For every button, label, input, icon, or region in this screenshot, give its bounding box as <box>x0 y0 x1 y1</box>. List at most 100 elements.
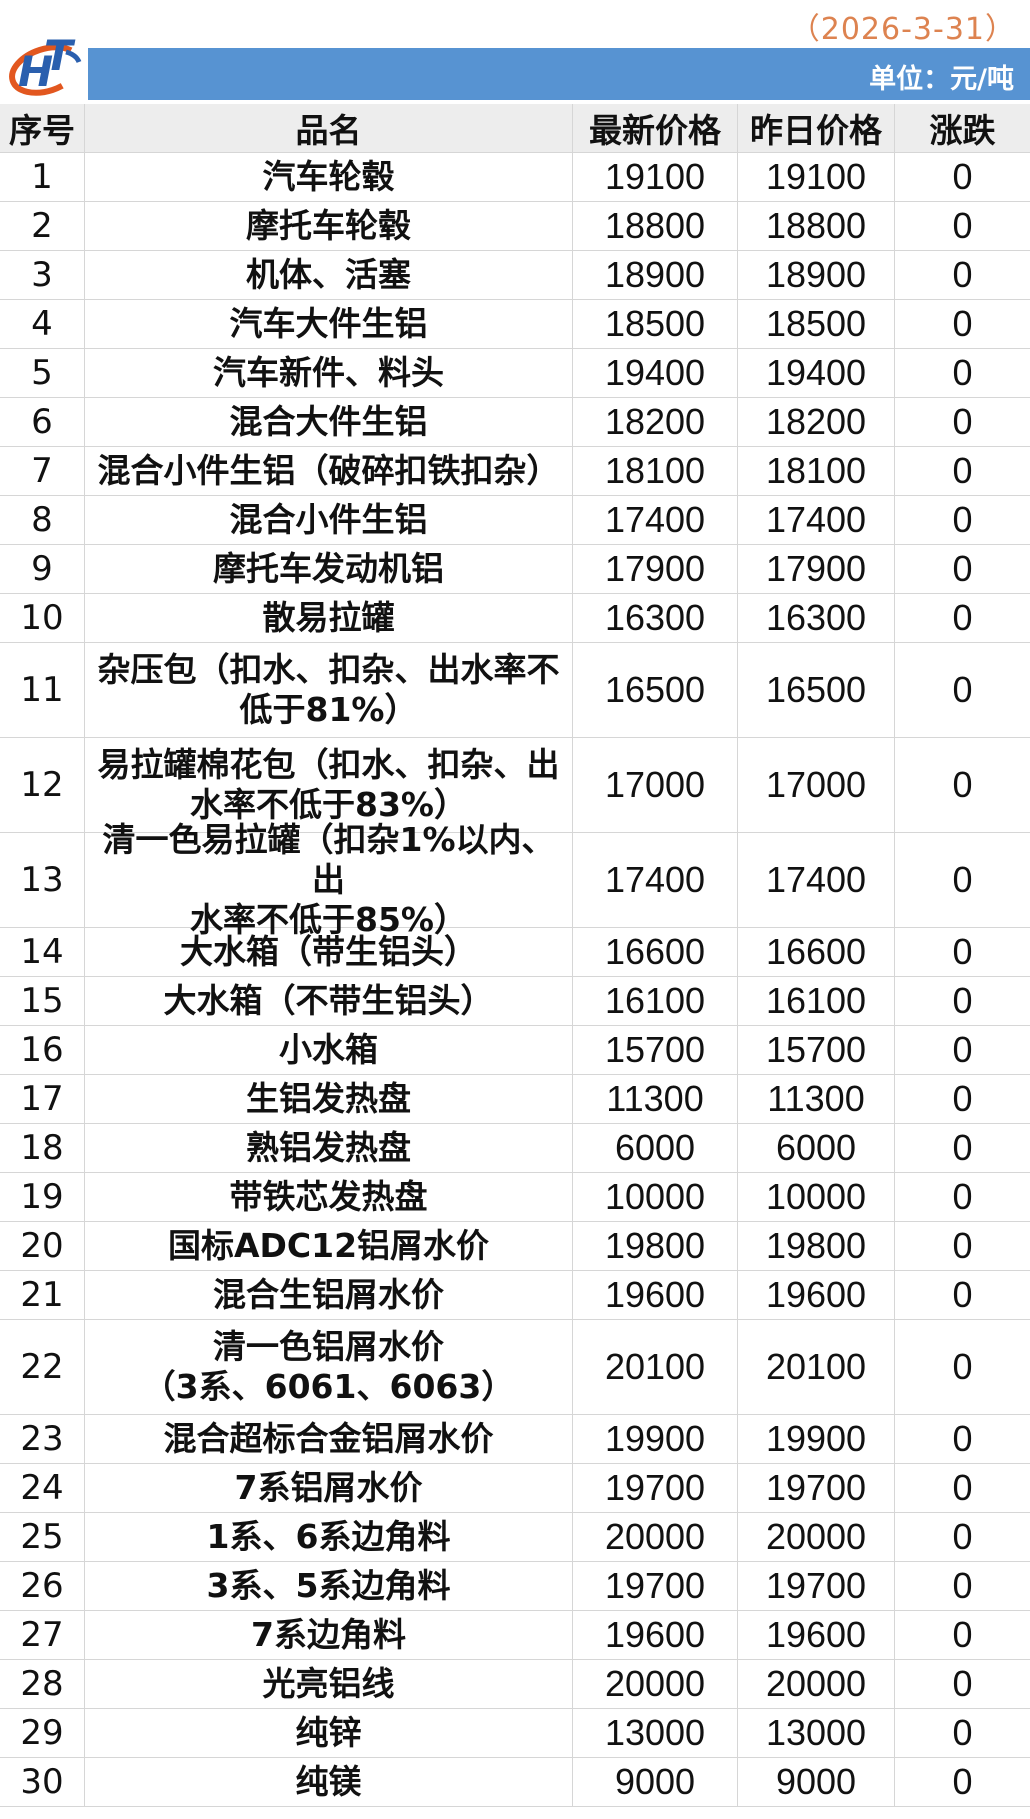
price-change: 0 <box>894 1758 1030 1806</box>
table-row: 3 机体、活塞 18900 18900 0 <box>0 251 1030 300</box>
table-row: 21 混合生铝屑水价 19600 19600 0 <box>0 1271 1030 1320</box>
price-change: 0 <box>894 1271 1030 1319</box>
price-change: 0 <box>894 1660 1030 1708</box>
latest-price: 18200 <box>572 398 737 446</box>
table-row: 16 小水箱 15700 15700 0 <box>0 1026 1030 1075</box>
table-row: 11 杂压包（扣水、扣杂、出水率不 低于81%） 16500 16500 0 <box>0 643 1030 738</box>
price-change: 0 <box>894 447 1030 495</box>
product-name: 机体、活塞 <box>84 251 572 299</box>
row-serial: 29 <box>20 1713 64 1753</box>
date-label: （2026-3-31） <box>789 12 1016 47</box>
latest-price: 19600 <box>572 1271 737 1319</box>
price-change: 0 <box>894 496 1030 544</box>
product-name: 散易拉罐 <box>84 594 572 642</box>
product-name: 汽车轮毂 <box>84 153 572 201</box>
row-serial: 10 <box>20 598 64 638</box>
table-row: 8 混合小件生铝 17400 17400 0 <box>0 496 1030 545</box>
table-row: 13 清一色易拉罐（扣杂1%以内、出 水率不低于85%） 17400 17400… <box>0 820 1030 939</box>
latest-price: 19700 <box>572 1464 737 1512</box>
row-serial: 27 <box>20 1615 64 1655</box>
unit-label: 单位：元/吨 <box>869 64 1014 95</box>
product-name: 大水箱（不带生铝头） <box>84 977 572 1025</box>
yesterday-price: 18200 <box>737 398 894 446</box>
latest-price: 18900 <box>572 251 737 299</box>
price-change: 0 <box>894 1075 1030 1123</box>
row-serial: 1 <box>31 157 53 197</box>
row-serial: 25 <box>20 1517 64 1557</box>
price-change: 0 <box>894 977 1030 1025</box>
table-row: 4 汽车大件生铝 18500 18500 0 <box>0 300 1030 349</box>
price-change: 0 <box>894 545 1030 593</box>
row-serial: 12 <box>20 765 64 805</box>
table-row: 14 大水箱（带生铝头） 16600 16600 0 <box>0 928 1030 977</box>
price-change: 0 <box>894 833 1030 927</box>
product-name: 小水箱 <box>84 1026 572 1074</box>
yesterday-price: 18800 <box>737 202 894 250</box>
yesterday-price: 17900 <box>737 545 894 593</box>
row-serial: 8 <box>31 500 53 540</box>
row-serial: 23 <box>20 1419 64 1459</box>
table-header-row: 序号 品名 最新价格 昨日价格 涨跌 <box>0 104 1030 153</box>
latest-price: 18800 <box>572 202 737 250</box>
product-name: 清一色易拉罐（扣杂1%以内、出 水率不低于85%） <box>84 820 572 939</box>
yesterday-price: 17400 <box>737 833 894 927</box>
table-row: 22 清一色铝屑水价 （3系、6061、6063） 20100 20100 0 <box>0 1320 1030 1415</box>
table-row: 7 混合小件生铝（破碎扣铁扣杂） 18100 18100 0 <box>0 447 1030 496</box>
product-name: 易拉罐棉花包（扣水、扣杂、出 水率不低于83%） <box>84 738 572 832</box>
table-row: 5 汽车新件、料头 19400 19400 0 <box>0 349 1030 398</box>
row-serial: 18 <box>20 1128 64 1168</box>
product-name: 大水箱（带生铝头） <box>84 928 572 976</box>
table-row: 1 汽车轮毂 19100 19100 0 <box>0 153 1030 202</box>
product-name: 摩托车发动机铝 <box>84 545 572 593</box>
row-serial: 13 <box>20 860 64 900</box>
yesterday-price: 19600 <box>737 1271 894 1319</box>
row-serial: 26 <box>20 1566 64 1606</box>
row-serial: 28 <box>20 1664 64 1704</box>
price-change: 0 <box>894 1026 1030 1074</box>
row-serial: 20 <box>20 1226 64 1266</box>
table-row: 19 带铁芯发热盘 10000 10000 0 <box>0 1173 1030 1222</box>
price-change: 0 <box>894 1464 1030 1512</box>
row-serial: 30 <box>20 1762 64 1802</box>
product-name: 3系、5系边角料 <box>84 1562 572 1610</box>
latest-price: 19700 <box>572 1562 737 1610</box>
row-serial: 19 <box>20 1177 64 1217</box>
table-row: 20 国标ADC12铝屑水价 19800 19800 0 <box>0 1222 1030 1271</box>
price-change: 0 <box>894 1320 1030 1414</box>
row-serial: 9 <box>31 549 53 589</box>
yesterday-price: 10000 <box>737 1173 894 1221</box>
yesterday-price: 19700 <box>737 1562 894 1610</box>
latest-price: 6000 <box>572 1124 737 1172</box>
col-header-yesterday: 昨日价格 <box>737 104 894 152</box>
yesterday-price: 13000 <box>737 1709 894 1757</box>
latest-price: 20000 <box>572 1660 737 1708</box>
yesterday-price: 19900 <box>737 1415 894 1463</box>
price-change: 0 <box>894 349 1030 397</box>
latest-price: 19400 <box>572 349 737 397</box>
yesterday-price: 19800 <box>737 1222 894 1270</box>
banner-blue-bar <box>88 48 1030 100</box>
yesterday-price: 20100 <box>737 1320 894 1414</box>
table-row: 2 摩托车轮毂 18800 18800 0 <box>0 202 1030 251</box>
yesterday-price: 16300 <box>737 594 894 642</box>
latest-price: 20100 <box>572 1320 737 1414</box>
price-change: 0 <box>894 738 1030 832</box>
price-change: 0 <box>894 1562 1030 1610</box>
table-row: 15 大水箱（不带生铝头） 16100 16100 0 <box>0 977 1030 1026</box>
latest-price: 11300 <box>572 1075 737 1123</box>
product-name: 混合超标合金铝屑水价 <box>84 1415 572 1463</box>
latest-price: 16500 <box>572 643 737 737</box>
product-name: 混合大件生铝 <box>84 398 572 446</box>
table-body: 1 汽车轮毂 19100 19100 0 2 摩托车轮毂 18800 18800… <box>0 153 1030 1807</box>
yesterday-price: 17400 <box>737 496 894 544</box>
yesterday-price: 9000 <box>737 1758 894 1806</box>
price-change: 0 <box>894 1709 1030 1757</box>
row-serial: 11 <box>20 670 64 710</box>
table-row: 10 散易拉罐 16300 16300 0 <box>0 594 1030 643</box>
product-name: 生铝发热盘 <box>84 1075 572 1123</box>
table-row: 26 3系、5系边角料 19700 19700 0 <box>0 1562 1030 1611</box>
product-name: 国标ADC12铝屑水价 <box>84 1222 572 1270</box>
table-row: 23 混合超标合金铝屑水价 19900 19900 0 <box>0 1415 1030 1464</box>
yesterday-price: 20000 <box>737 1513 894 1561</box>
yesterday-price: 17000 <box>737 738 894 832</box>
